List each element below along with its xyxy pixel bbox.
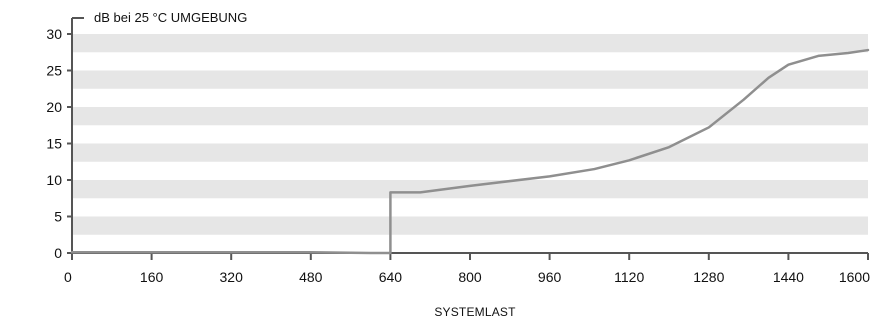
x-tick-label: 1280: [693, 269, 724, 285]
grid-band: [72, 34, 868, 53]
y-tick-label: 10: [46, 172, 62, 188]
grid-band: [72, 143, 868, 162]
x-tick-label: 320: [220, 269, 244, 285]
y-tick-label: 0: [54, 245, 62, 261]
grid-band: [72, 180, 868, 199]
grid-bands: [72, 34, 868, 235]
x-tick-label: 800: [458, 269, 482, 285]
x-tick-label: 480: [299, 269, 323, 285]
y-axis-title: dB bei 25 °C UMGEBUNG: [94, 10, 247, 25]
x-tick-label: 1120: [614, 269, 644, 285]
x-tick-label: 960: [538, 269, 562, 285]
y-tick-label: 25: [46, 63, 62, 79]
x-axis-title: SYSTEMLAST: [434, 305, 516, 319]
x-tick-label: 0: [64, 269, 72, 285]
grid-band: [72, 70, 868, 89]
y-tick-label: 30: [46, 26, 62, 42]
x-tick-label: 640: [379, 269, 403, 285]
x-tick-label: 160: [140, 269, 164, 285]
y-tick-label: 20: [46, 99, 62, 115]
grid-band: [72, 216, 868, 235]
x-tick-label: 1600: [839, 269, 870, 285]
series-line: [70, 48, 870, 255]
series-layer: [70, 48, 870, 255]
x-tick-label: 1440: [773, 269, 804, 285]
y-tick-label: 15: [46, 136, 62, 152]
grid-band: [72, 107, 868, 126]
tick-labels: 0 5 10 15 20 25 30 0 160 320 480 640 800 960 1120 1280 1…: [46, 26, 870, 285]
y-tick-label: 5: [54, 209, 62, 225]
